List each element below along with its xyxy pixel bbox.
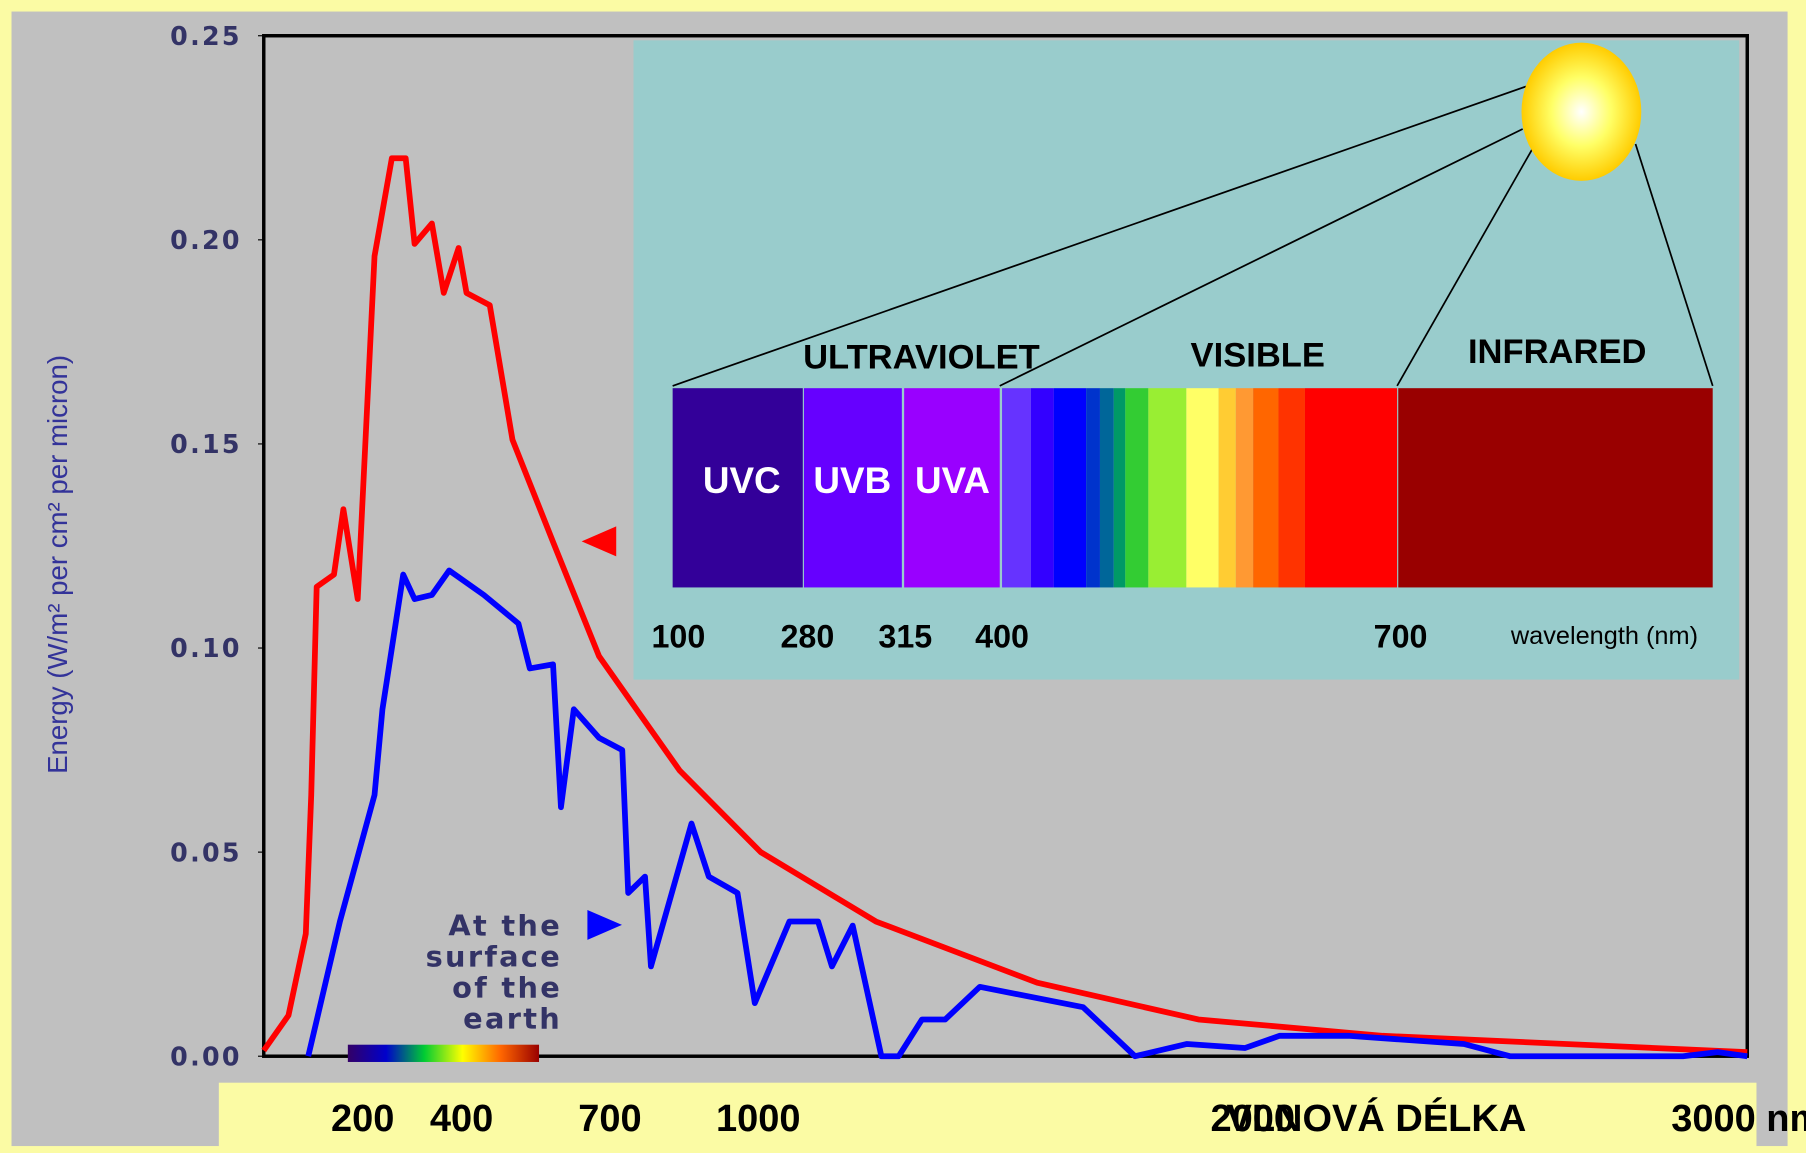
sun bbox=[1521, 42, 1642, 181]
wavelength-label: 400 bbox=[975, 618, 1029, 654]
x-axis-label: VLNOVÁ DÉLKA bbox=[1226, 1096, 1526, 1140]
mini-spectrum bbox=[347, 1044, 540, 1062]
y-tick-label: 0.10 bbox=[170, 633, 242, 663]
wavelength-label: 280 bbox=[780, 618, 834, 654]
series-line bbox=[305, 567, 1748, 1060]
annotation-line: At the bbox=[448, 908, 562, 942]
y-tick-label: 0.05 bbox=[170, 837, 242, 867]
unit-label: wavelength (nm) bbox=[1510, 622, 1698, 650]
uva-band bbox=[904, 388, 1000, 588]
y-tick-label: 0.20 bbox=[170, 225, 242, 255]
x-tick-label: 700 bbox=[578, 1098, 641, 1140]
x-tick-label: 2000 bbox=[1210, 1098, 1295, 1140]
uv-label: UVC bbox=[703, 460, 781, 501]
x-tick-label: 3000 nm bbox=[1671, 1098, 1806, 1140]
uv-label: UVB bbox=[813, 460, 891, 501]
uvb-band bbox=[803, 388, 902, 588]
uvc-band bbox=[672, 388, 803, 588]
y-tick-label: 0.25 bbox=[170, 21, 242, 51]
blue-arrow bbox=[587, 909, 622, 940]
x-tick-label: 400 bbox=[430, 1098, 493, 1140]
wavelength-label: 100 bbox=[651, 618, 705, 654]
visible-band bbox=[1002, 388, 1398, 588]
annotation-line: of the bbox=[452, 970, 562, 1004]
x-tick-label: 1000 bbox=[716, 1098, 801, 1140]
wavelength-label: 315 bbox=[878, 618, 932, 654]
band-label: ULTRAVIOLET bbox=[803, 339, 1040, 377]
red-arrow bbox=[581, 526, 617, 557]
y-axis-label: Energy (W/m² per cm² per micron) bbox=[42, 355, 73, 774]
plot-frame bbox=[262, 34, 1749, 1058]
wavelength-label: 700 bbox=[1374, 618, 1428, 654]
uv-label: UVA bbox=[915, 460, 990, 501]
infrared-band bbox=[1398, 388, 1713, 588]
inset-diagram: ULTRAVIOLET VISIBLE INFRARED UVC UVB UVA… bbox=[633, 40, 1740, 680]
y-tick-label: 0.00 bbox=[170, 1041, 242, 1071]
annotation-line: surface bbox=[426, 939, 562, 973]
band-label: INFRARED bbox=[1468, 333, 1647, 371]
x-tick-label: 200 bbox=[331, 1098, 394, 1140]
series-line bbox=[261, 155, 1748, 1056]
x-label-bar bbox=[218, 1082, 1757, 1152]
annotation-line: earth bbox=[463, 1002, 562, 1036]
band-label: VISIBLE bbox=[1191, 336, 1325, 374]
y-tick-label: 0.15 bbox=[170, 429, 242, 459]
rays bbox=[672, 85, 1714, 387]
